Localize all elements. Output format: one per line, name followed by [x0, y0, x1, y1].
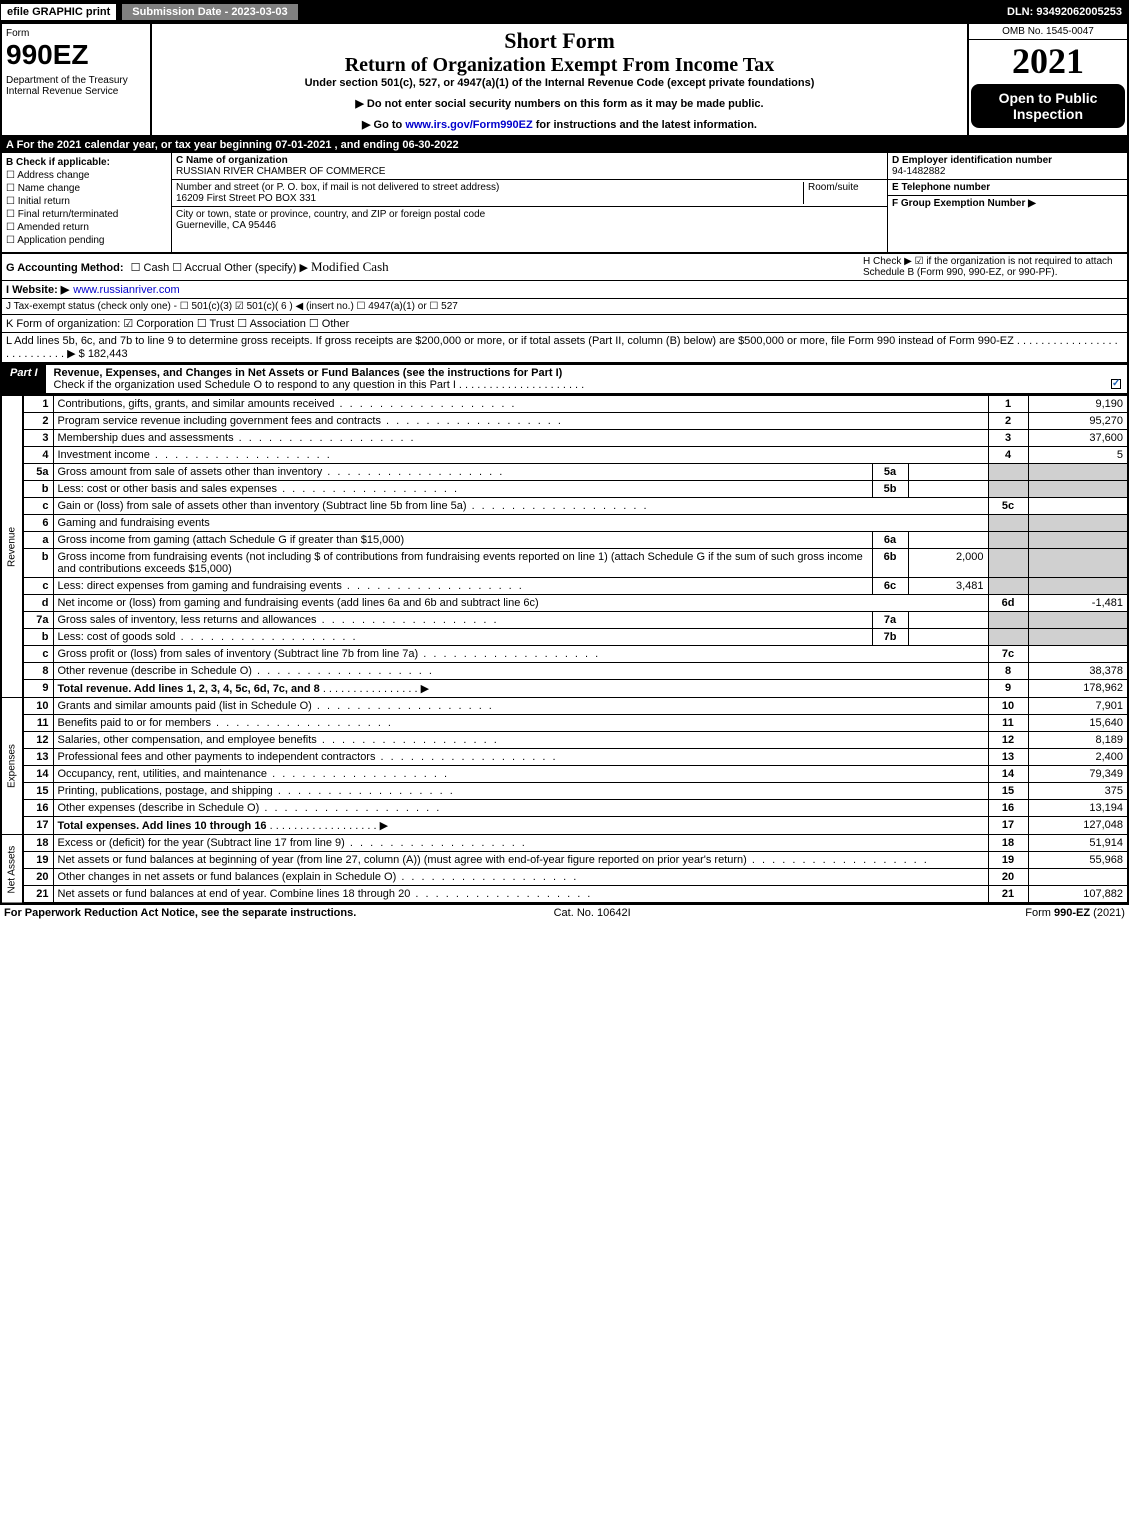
section-c: C Name of organization RUSSIAN RIVER CHA…: [172, 153, 887, 252]
part-number: Part I: [2, 365, 48, 393]
j-text: J Tax-exempt status (check only one) - ☐…: [6, 301, 458, 312]
ein: 94-1482882: [892, 166, 945, 177]
chk-pending[interactable]: ☐ Application pending: [6, 235, 167, 246]
section-h: H Check ▶ ☑ if the organization is not r…: [863, 256, 1123, 278]
c-street-label: Number and street (or P. O. box, if mail…: [176, 182, 499, 193]
org-city: Guerneville, CA 95446: [176, 220, 276, 231]
i-label: I Website: ▶: [6, 283, 69, 296]
c-name-label: C Name of organization: [176, 155, 288, 166]
info-block: B Check if applicable: ☐ Address change …: [0, 153, 1129, 254]
chk-initial[interactable]: ☐ Initial return: [6, 196, 167, 207]
g-opts: ☐ Cash ☐ Accrual Other (specify) ▶: [131, 262, 308, 274]
f-label: F Group Exemption Number ▶: [892, 198, 1036, 209]
header-right: OMB No. 1545-0047 2021 Open to Public In…: [967, 24, 1127, 135]
form-number: 990EZ: [6, 39, 146, 71]
g-label: G Accounting Method:: [6, 262, 124, 274]
org-street: 16209 First Street PO BOX 331: [176, 193, 316, 204]
org-name: RUSSIAN RIVER CHAMBER OF COMMERCE: [176, 166, 385, 177]
section-a: A For the 2021 calendar year, or tax yea…: [0, 137, 1129, 153]
header-center: Short Form Return of Organization Exempt…: [152, 24, 967, 135]
row-g-h: G Accounting Method: ☐ Cash ☐ Accrual Ot…: [0, 254, 1129, 281]
dln: DLN: 93492062005253: [1007, 6, 1128, 18]
side-revenue: Revenue: [1, 396, 23, 698]
chk-amended[interactable]: ☐ Amended return: [6, 222, 167, 233]
d-label: D Employer identification number: [892, 155, 1052, 166]
l-text: L Add lines 5b, 6c, and 7b to line 9 to …: [6, 335, 1123, 360]
form-label: Form: [6, 28, 146, 39]
schedule-o-check: [1111, 379, 1121, 389]
side-netassets: Net Assets: [1, 835, 23, 904]
row-k: K Form of organization: ☑ Corporation ☐ …: [0, 315, 1129, 333]
k-text: K Form of organization: ☑ Corporation ☐ …: [6, 317, 349, 330]
chk-final[interactable]: ☐ Final return/terminated: [6, 209, 167, 220]
open-inspection: Open to Public Inspection: [971, 84, 1125, 128]
side-expenses: Expenses: [1, 698, 23, 835]
footer-mid: Cat. No. 10642I: [554, 907, 631, 919]
c-city-label: City or town, state or province, country…: [176, 209, 485, 220]
note-link: ▶ Go to www.irs.gov/Form990EZ for instru…: [156, 118, 963, 131]
top-bar: efile GRAPHIC print Submission Date - 20…: [0, 0, 1129, 24]
part1-table: Revenue 1Contributions, gifts, grants, a…: [0, 395, 1129, 904]
form-title: Return of Organization Exempt From Incom…: [156, 54, 963, 77]
footer-left: For Paperwork Reduction Act Notice, see …: [4, 907, 356, 919]
chk-name[interactable]: ☐ Name change: [6, 183, 167, 194]
b-title: B Check if applicable:: [6, 157, 167, 168]
efile-label: efile GRAPHIC print: [1, 4, 116, 20]
footer-right: Form 990-EZ (2021): [1025, 907, 1125, 919]
irs-link[interactable]: www.irs.gov/Form990EZ: [405, 119, 532, 131]
short-form-title: Short Form: [156, 28, 963, 54]
accounting-method: Modified Cash: [311, 259, 389, 274]
tax-year: 2021: [969, 40, 1127, 82]
note-ssn: ▶ Do not enter social security numbers o…: [156, 97, 963, 110]
omb-number: OMB No. 1545-0047: [969, 24, 1127, 40]
e-label: E Telephone number: [892, 182, 990, 193]
part-title: Revenue, Expenses, and Changes in Net As…: [48, 365, 1127, 393]
row-i: I Website: ▶ www.russianriver.com: [0, 281, 1129, 299]
room-label: Room/suite: [808, 182, 859, 193]
row-j: J Tax-exempt status (check only one) - ☐…: [0, 299, 1129, 315]
chk-address[interactable]: ☐ Address change: [6, 170, 167, 181]
header-left: Form 990EZ Department of the Treasury In…: [2, 24, 152, 135]
footer: For Paperwork Reduction Act Notice, see …: [0, 904, 1129, 921]
part-1-header: Part I Revenue, Expenses, and Changes in…: [0, 363, 1129, 395]
row-l: L Add lines 5b, 6c, and 7b to line 9 to …: [0, 333, 1129, 363]
form-subtitle: Under section 501(c), 527, or 4947(a)(1)…: [156, 77, 963, 89]
website-link[interactable]: www.russianriver.com: [73, 284, 179, 296]
submission-date: Submission Date - 2023-03-03: [120, 2, 299, 22]
section-def: D Employer identification number 94-1482…: [887, 153, 1127, 252]
form-header: Form 990EZ Department of the Treasury In…: [0, 24, 1129, 137]
section-b: B Check if applicable: ☐ Address change …: [2, 153, 172, 252]
department: Department of the Treasury Internal Reve…: [6, 75, 146, 97]
